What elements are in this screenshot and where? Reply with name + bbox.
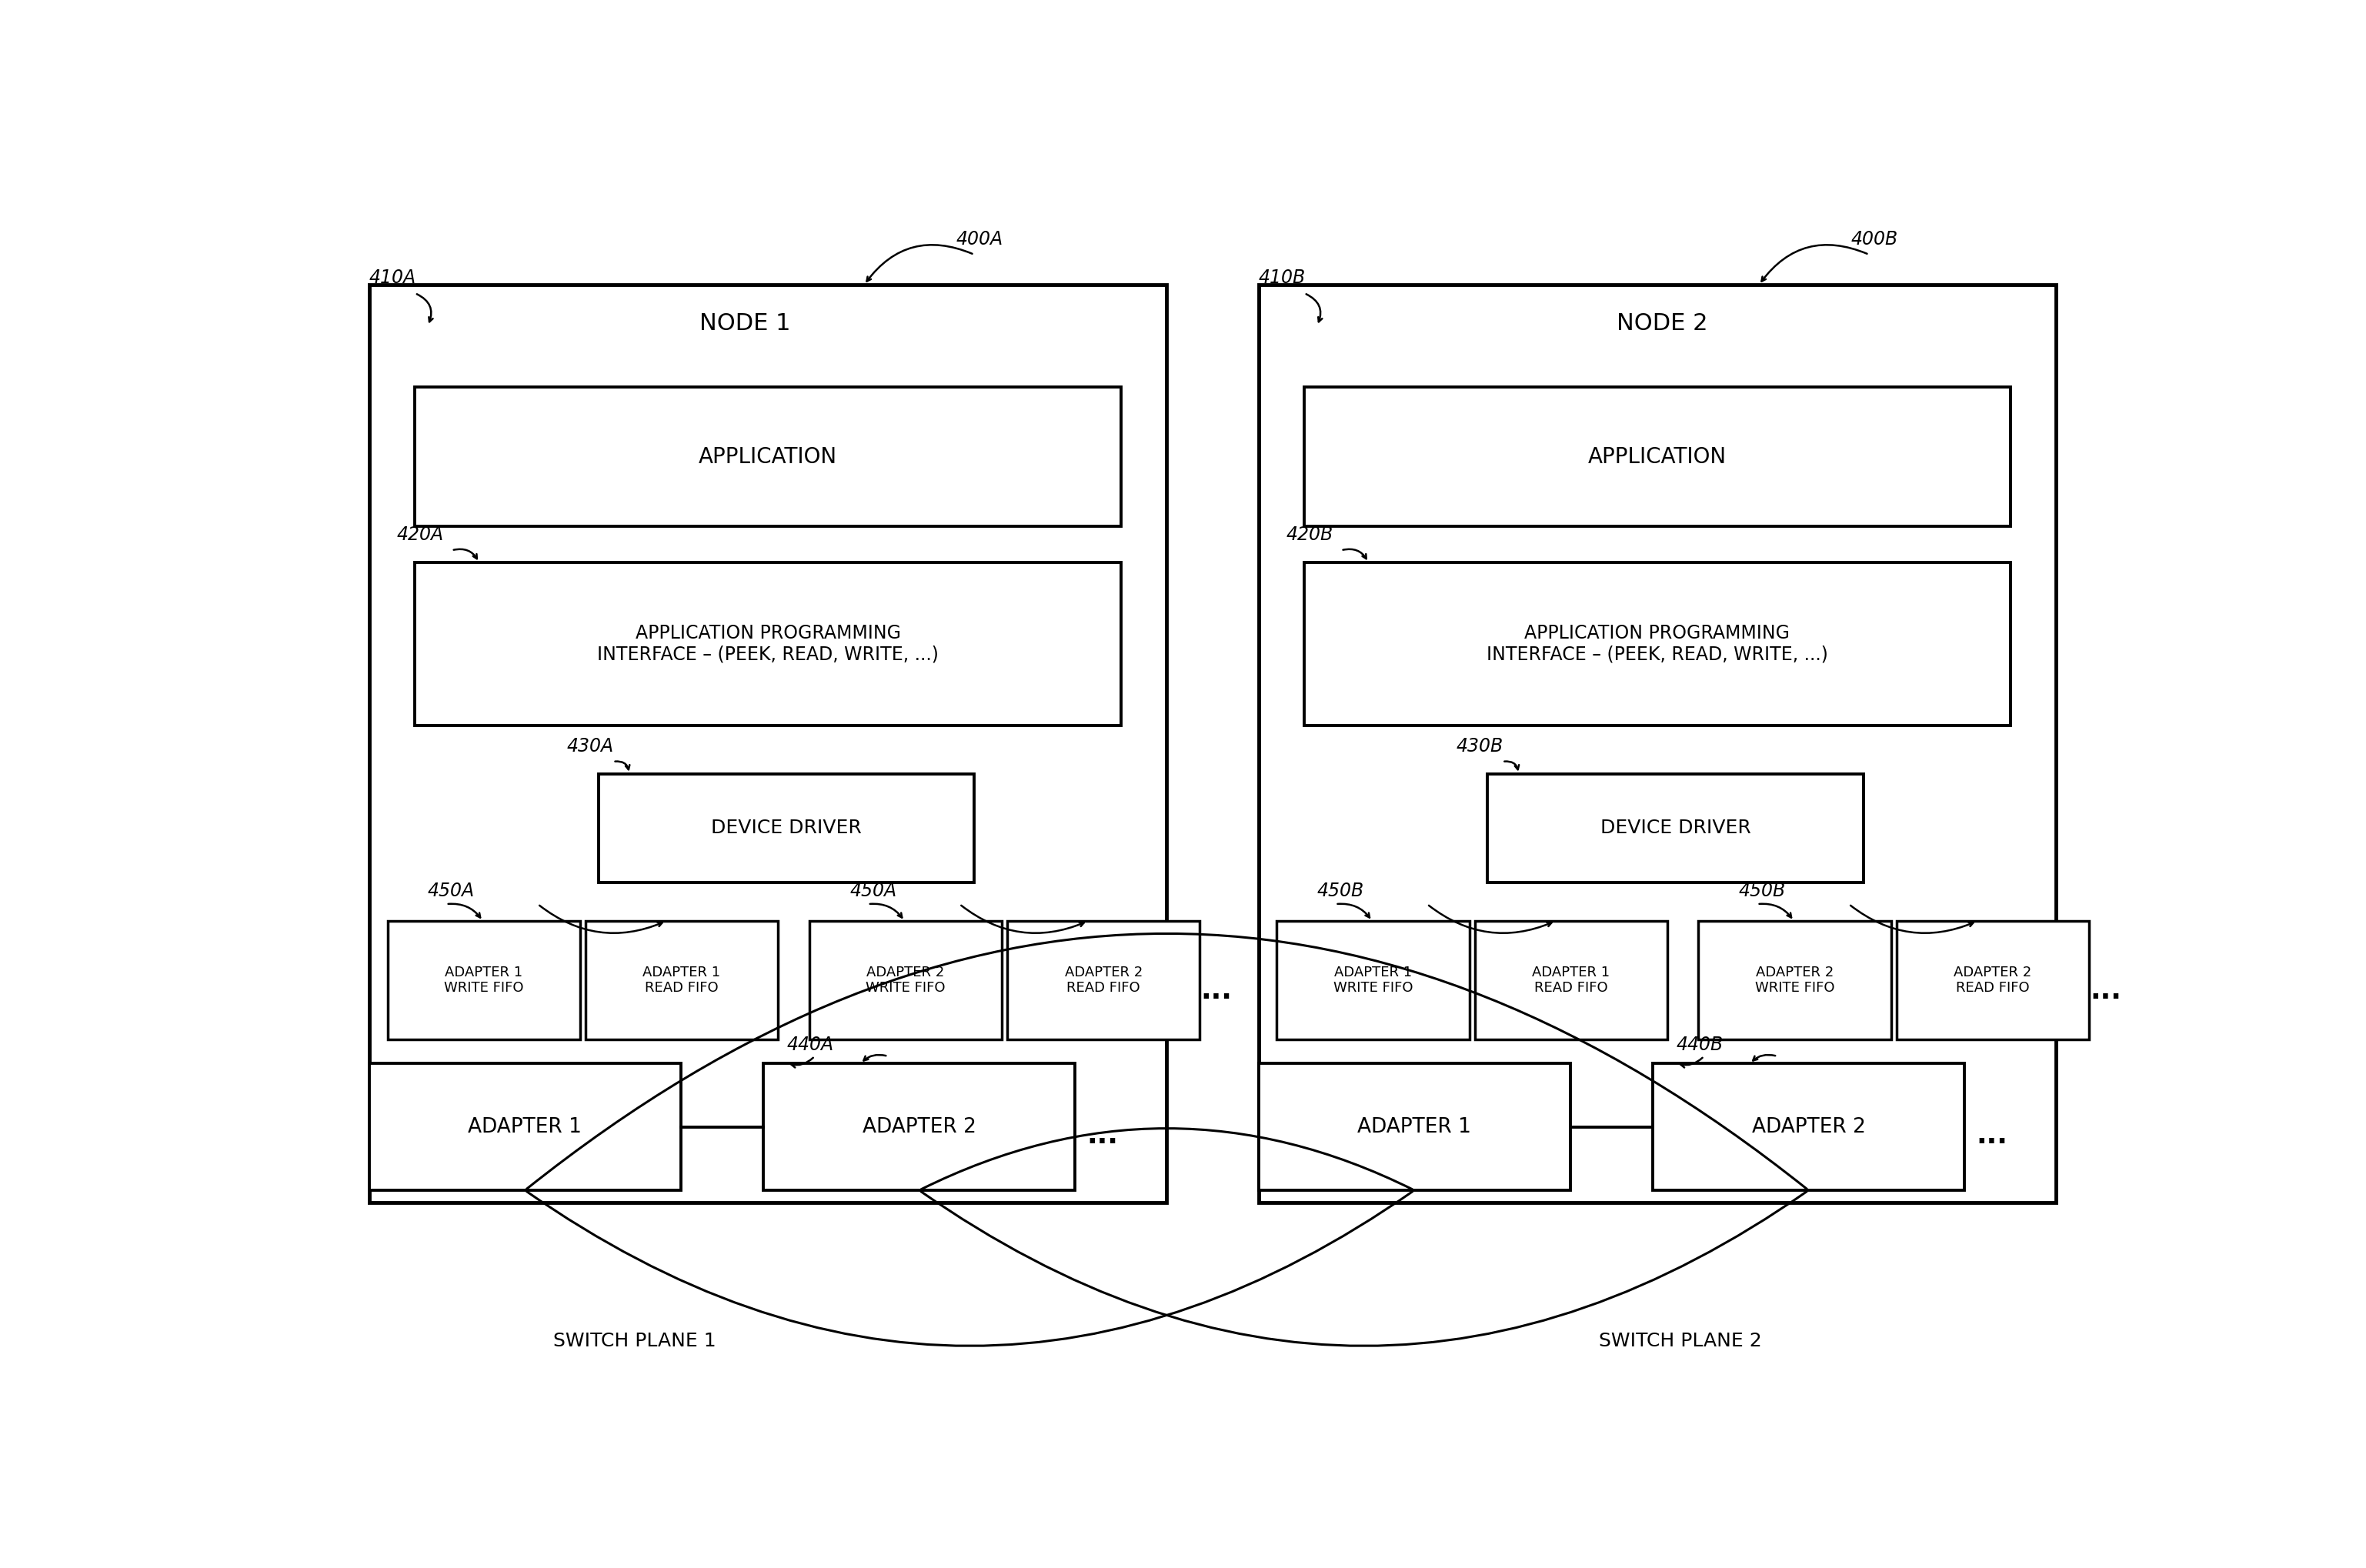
Text: DEVICE DRIVER: DEVICE DRIVER	[1599, 818, 1751, 837]
FancyBboxPatch shape	[369, 1063, 681, 1190]
FancyBboxPatch shape	[1278, 920, 1469, 1040]
Text: ADAPTER 1: ADAPTER 1	[468, 1116, 582, 1137]
Text: ADAPTER 2
READ FIFO: ADAPTER 2 READ FIFO	[1065, 966, 1143, 996]
Text: APPLICATION: APPLICATION	[698, 445, 838, 467]
Text: ADAPTER 1
READ FIFO: ADAPTER 1 READ FIFO	[1533, 966, 1609, 996]
FancyBboxPatch shape	[1259, 285, 2056, 1203]
Text: 430B: 430B	[1457, 737, 1502, 756]
Text: ADAPTER 2: ADAPTER 2	[861, 1116, 977, 1137]
FancyBboxPatch shape	[369, 285, 1166, 1203]
Text: 430A: 430A	[568, 737, 615, 756]
Text: 400A: 400A	[956, 230, 1003, 248]
Text: ADAPTER 1: ADAPTER 1	[1358, 1116, 1472, 1137]
FancyBboxPatch shape	[809, 920, 1001, 1040]
FancyBboxPatch shape	[584, 920, 778, 1040]
Text: SWITCH PLANE 2: SWITCH PLANE 2	[1599, 1331, 1763, 1350]
Text: ADAPTER 1
READ FIFO: ADAPTER 1 READ FIFO	[644, 966, 722, 996]
Text: ADAPTER 1
WRITE FIFO: ADAPTER 1 WRITE FIFO	[1332, 966, 1413, 996]
FancyBboxPatch shape	[1488, 773, 1864, 883]
Text: 440A: 440A	[788, 1035, 835, 1054]
FancyBboxPatch shape	[1651, 1063, 1964, 1190]
Text: ADAPTER 2
READ FIFO: ADAPTER 2 READ FIFO	[1954, 966, 2032, 996]
Text: APPLICATION PROGRAMMING
INTERFACE – (PEEK, READ, WRITE, ...): APPLICATION PROGRAMMING INTERFACE – (PEE…	[1486, 624, 1829, 663]
Text: 440B: 440B	[1677, 1035, 1722, 1054]
Text: 410A: 410A	[369, 268, 416, 287]
Text: 450B: 450B	[1739, 883, 1786, 900]
FancyBboxPatch shape	[1259, 1063, 1571, 1190]
Text: ...: ...	[1976, 1123, 2009, 1149]
Text: APPLICATION PROGRAMMING
INTERFACE – (PEEK, READ, WRITE, ...): APPLICATION PROGRAMMING INTERFACE – (PEE…	[596, 624, 939, 663]
Text: 410B: 410B	[1259, 268, 1306, 287]
Text: ADAPTER 2: ADAPTER 2	[1751, 1116, 1864, 1137]
FancyBboxPatch shape	[764, 1063, 1074, 1190]
Text: DEVICE DRIVER: DEVICE DRIVER	[710, 818, 861, 837]
Text: ...: ...	[1200, 978, 1233, 1004]
FancyBboxPatch shape	[388, 920, 580, 1040]
FancyBboxPatch shape	[1474, 920, 1668, 1040]
Text: ADAPTER 1
WRITE FIFO: ADAPTER 1 WRITE FIFO	[445, 966, 523, 996]
Text: 420B: 420B	[1287, 525, 1332, 544]
Text: NODE 1: NODE 1	[700, 312, 790, 334]
Text: SWITCH PLANE 1: SWITCH PLANE 1	[554, 1331, 717, 1350]
Text: ...: ...	[1086, 1123, 1119, 1149]
Text: ...: ...	[2089, 978, 2122, 1004]
Text: NODE 2: NODE 2	[1616, 312, 1708, 334]
Text: 450A: 450A	[849, 883, 897, 900]
Text: ADAPTER 2
WRITE FIFO: ADAPTER 2 WRITE FIFO	[866, 966, 946, 996]
Text: APPLICATION: APPLICATION	[1588, 445, 1727, 467]
FancyBboxPatch shape	[414, 387, 1121, 527]
FancyBboxPatch shape	[1304, 563, 2011, 726]
FancyBboxPatch shape	[1699, 920, 1890, 1040]
Text: 450A: 450A	[428, 883, 476, 900]
FancyBboxPatch shape	[599, 773, 975, 883]
Text: ADAPTER 2
WRITE FIFO: ADAPTER 2 WRITE FIFO	[1756, 966, 1834, 996]
FancyBboxPatch shape	[414, 563, 1121, 726]
FancyBboxPatch shape	[1008, 920, 1200, 1040]
FancyBboxPatch shape	[1304, 387, 2011, 527]
Text: 400B: 400B	[1850, 230, 1898, 248]
FancyBboxPatch shape	[1898, 920, 2089, 1040]
Text: 420A: 420A	[397, 525, 445, 544]
Text: 450B: 450B	[1318, 883, 1365, 900]
